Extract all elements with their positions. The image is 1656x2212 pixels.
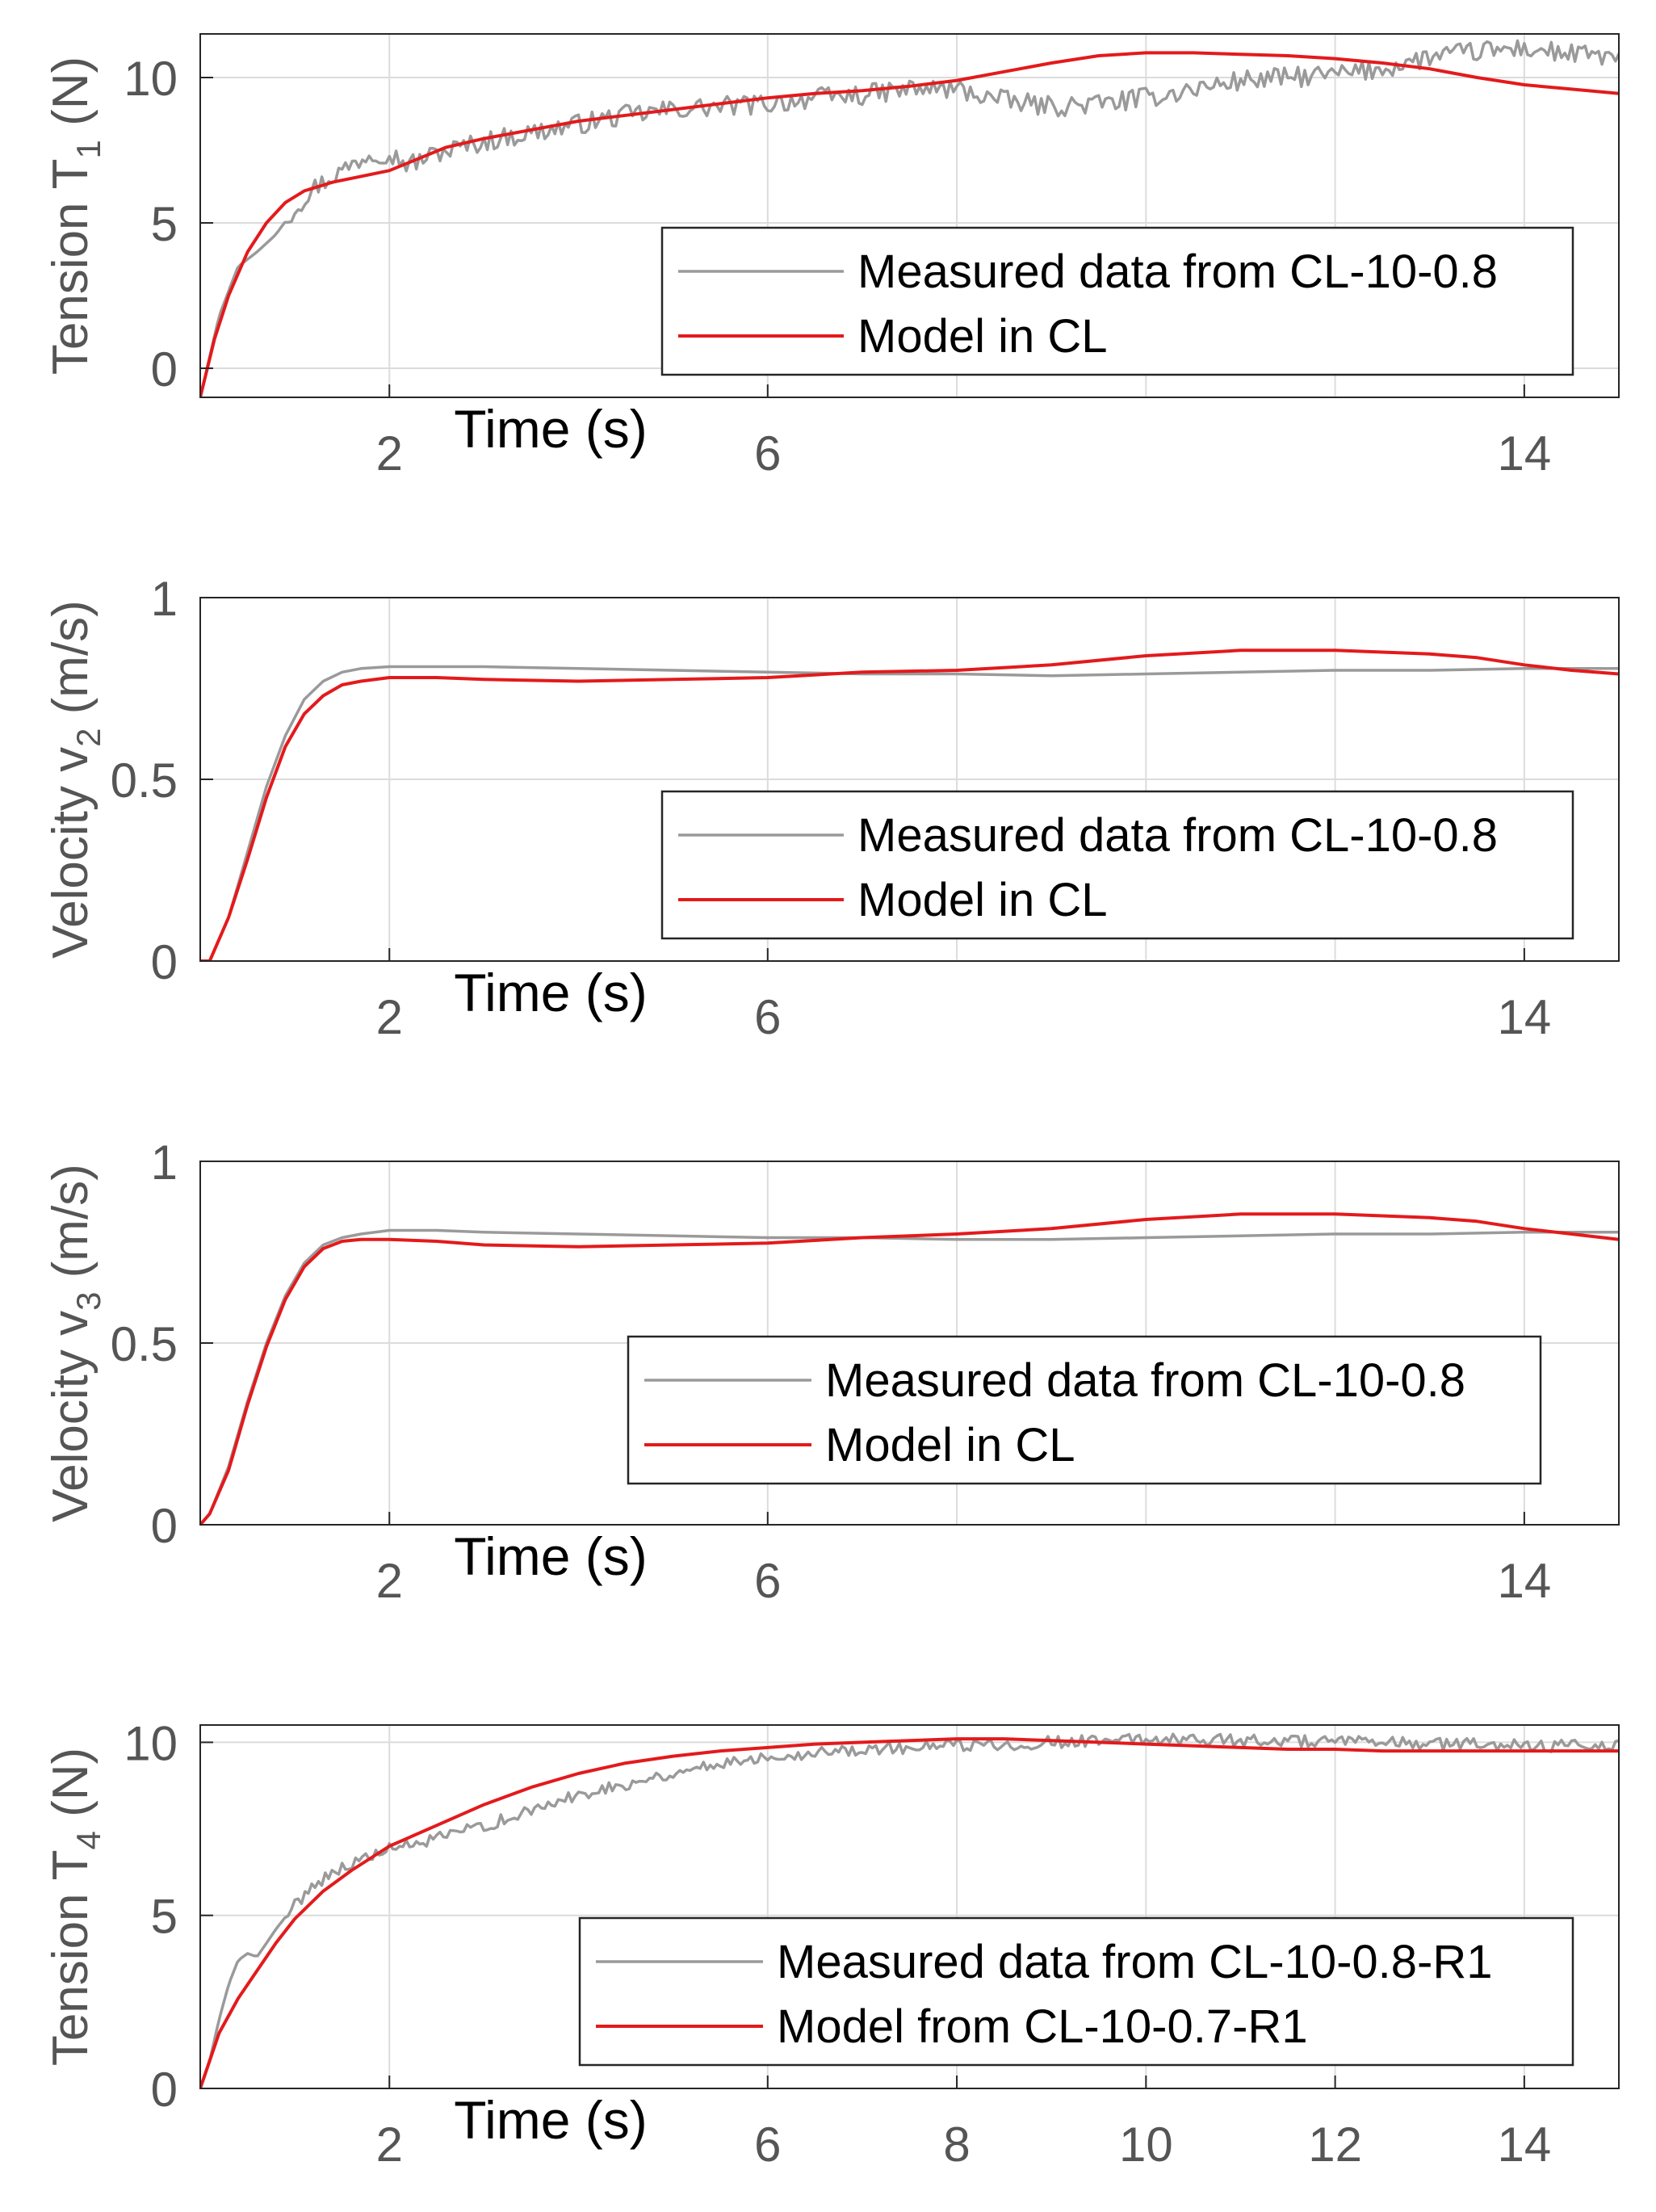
y-axis-label-main: Tension T <box>43 158 99 375</box>
y-axis-label-unit: (m/s) <box>43 600 99 728</box>
y-tick-label: 5 <box>151 197 178 251</box>
y-axis-label: Tension T1 (N) <box>43 57 107 375</box>
x-tick-label: 14 <box>1497 2118 1551 2172</box>
series-group <box>200 39 1619 397</box>
model-series-line <box>200 1737 1619 2088</box>
x-tick-label: 2 <box>376 2118 403 2172</box>
legend: Measured data from CL-10-0.8 Model in CL <box>627 1335 1542 1485</box>
measured-series-line <box>200 665 1619 961</box>
chart-panel-1: 2 6 14 0 5 10 Time (s) Tension T1 (N) Measured d… <box>43 33 1620 481</box>
y-tick-label: 0 <box>151 935 178 989</box>
y-tick-label: 0.5 <box>111 1317 178 1371</box>
chart-panel-3: 2 6 14 0 0.5 1 Time (s) Velocity v3 (m/s) Measur… <box>43 1135 1620 1608</box>
y-tick-label: 10 <box>124 1716 178 1770</box>
legend-entry-measured: Measured data from CL-10-0.8 <box>825 1354 1465 1407</box>
legend: Measured data from CL-10-0.8-R1 Model fro… <box>578 1916 1574 2067</box>
y-axis-label-subscript: 3 <box>69 1292 107 1311</box>
x-tick-label: 14 <box>1497 1554 1551 1608</box>
x-tick-label: 2 <box>376 426 403 481</box>
legend-entry-model: Model in CL <box>857 874 1107 926</box>
y-axis-label-main: Tension T <box>43 1849 99 2066</box>
legend-box <box>660 790 1574 940</box>
y-tick-label: 1 <box>151 1135 178 1190</box>
model-series-line <box>200 51 1619 397</box>
x-tick-label: 2 <box>376 1554 403 1608</box>
series-group <box>200 1732 1619 2088</box>
y-axis-label: Velocity v3 (m/s) <box>43 1164 107 1522</box>
x-axis-label: Time (s) <box>454 963 648 1022</box>
chart-panel-4: 2 6 8 10 12 14 0 5 10 Time (s) Tension T4 (N) Measu… <box>43 1716 1620 2172</box>
legend-entry-measured: Measured data from CL-10-0.8 <box>857 809 1498 862</box>
y-axis-label-subscript: 1 <box>69 140 107 158</box>
x-tick-label: 6 <box>754 2118 781 2172</box>
measured-series-line <box>200 1732 1619 2088</box>
x-tick-label: 6 <box>754 990 781 1044</box>
x-tick-label: 6 <box>754 426 781 481</box>
series-group <box>200 648 1619 961</box>
legend-entry-measured: Measured data from CL-10-0.8-R1 <box>777 1936 1493 1988</box>
legend: Measured data from CL-10-0.8 Model in CL <box>660 790 1574 940</box>
y-tick-label: 0 <box>151 1499 178 1553</box>
x-tick-label: 6 <box>754 1554 781 1608</box>
y-axis-label-subscript: 2 <box>69 728 107 747</box>
x-tick-label: 8 <box>943 2118 970 2172</box>
y-axis-label-subscript: 4 <box>69 1831 107 1849</box>
legend: Measured data from CL-10-0.8 Model in CL <box>660 226 1574 376</box>
y-tick-label: 0 <box>151 342 178 397</box>
y-axis-label-main: Velocity v <box>43 747 99 959</box>
x-axis-label: Time (s) <box>454 399 648 459</box>
y-axis-label: Tension T4 (N) <box>43 1748 107 2066</box>
x-tick-label: 14 <box>1497 426 1551 481</box>
x-tick-label: 12 <box>1308 2118 1362 2172</box>
legend-box <box>627 1335 1542 1485</box>
x-axis-label: Time (s) <box>454 2090 648 2150</box>
y-axis-label-unit: (m/s) <box>43 1164 99 1291</box>
y-axis-label-unit: (N) <box>43 1748 99 1831</box>
legend-entry-model: Model in CL <box>825 1419 1075 1471</box>
x-tick-label: 2 <box>376 990 403 1044</box>
y-tick-label: 0 <box>151 2063 178 2117</box>
legend-entry-model: Model from CL-10-0.7-R1 <box>777 2000 1308 2053</box>
y-tick-label: 5 <box>151 1890 178 1944</box>
legend-entry-measured: Measured data from CL-10-0.8 <box>857 246 1498 298</box>
series-group <box>200 1212 1619 1525</box>
y-axis-label: Velocity v2 (m/s) <box>43 600 107 959</box>
x-tick-label: 10 <box>1119 2118 1173 2172</box>
x-tick-label: 14 <box>1497 990 1551 1044</box>
legend-entry-model: Model in CL <box>857 310 1107 363</box>
axes-box <box>199 1724 1620 2089</box>
y-axis-label-main: Velocity v <box>43 1311 99 1522</box>
axes-box <box>199 33 1620 398</box>
y-tick-label: 1 <box>151 572 178 626</box>
model-series-line <box>200 648 1619 961</box>
legend-box <box>660 226 1574 376</box>
y-tick-label: 10 <box>124 52 178 106</box>
y-tick-label: 0.5 <box>111 753 178 808</box>
y-axis-label-unit: (N) <box>43 57 99 140</box>
model-series-line <box>200 1212 1619 1525</box>
x-axis-label: Time (s) <box>454 1526 648 1586</box>
legend-box <box>578 1916 1574 2067</box>
